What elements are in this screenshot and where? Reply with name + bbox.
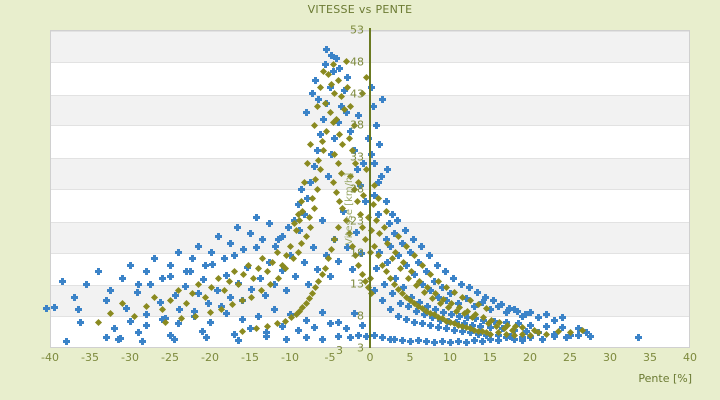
y-axis-tick-label: 3 (357, 341, 364, 355)
y-axis-min-label: 3 (336, 344, 343, 357)
x-axis-tick-label: -5 (324, 351, 336, 364)
x-axis-tick-label: 25 (563, 351, 577, 364)
y-axis-tick-label: 28 (350, 182, 364, 196)
data-point (42, 305, 50, 313)
y-axis-tick-label: 53 (350, 23, 364, 37)
x-axis-tick-label: -10 (281, 351, 299, 364)
y-axis-tick-label: 13 (350, 277, 364, 291)
x-axis-tick-label: 35 (643, 351, 657, 364)
y-axis-tick-label: 38 (350, 118, 364, 132)
x-axis-tick-label: 0 (366, 351, 374, 364)
x-axis-tick-label: 15 (483, 351, 497, 364)
x-axis-tick-label: -40 (41, 351, 59, 364)
y-axis-tick-label: 18 (350, 246, 364, 260)
x-axis-tick-label: 20 (523, 351, 537, 364)
y-axis-tick-label: 48 (350, 55, 364, 69)
x-axis-tick-label: -35 (81, 351, 99, 364)
x-axis-tick-label: -25 (161, 351, 179, 364)
x-axis-tick-label: 10 (443, 351, 457, 364)
x-axis-tick-label: 40 (683, 351, 697, 364)
x-axis-tick-label: 5 (406, 351, 414, 364)
y-axis-title: Vitesse [km/h] (344, 172, 355, 245)
x-axis-tick-label: 30 (603, 351, 617, 364)
x-axis-tick-label: -15 (241, 351, 259, 364)
y-axis-tick-label: 33 (350, 150, 364, 164)
y-axis-tick-label: 43 (350, 87, 364, 101)
x-axis-tick-label: -30 (121, 351, 139, 364)
y-axis-tick-label: 8 (357, 309, 364, 323)
x-axis-title: Pente [%] (638, 372, 692, 385)
x-axis-tick-label: -20 (201, 351, 219, 364)
y-axis-tick-label: 23 (350, 214, 364, 228)
zero-reference-line (369, 28, 371, 348)
chart-title: VITESSE vs PENTE (307, 3, 413, 16)
